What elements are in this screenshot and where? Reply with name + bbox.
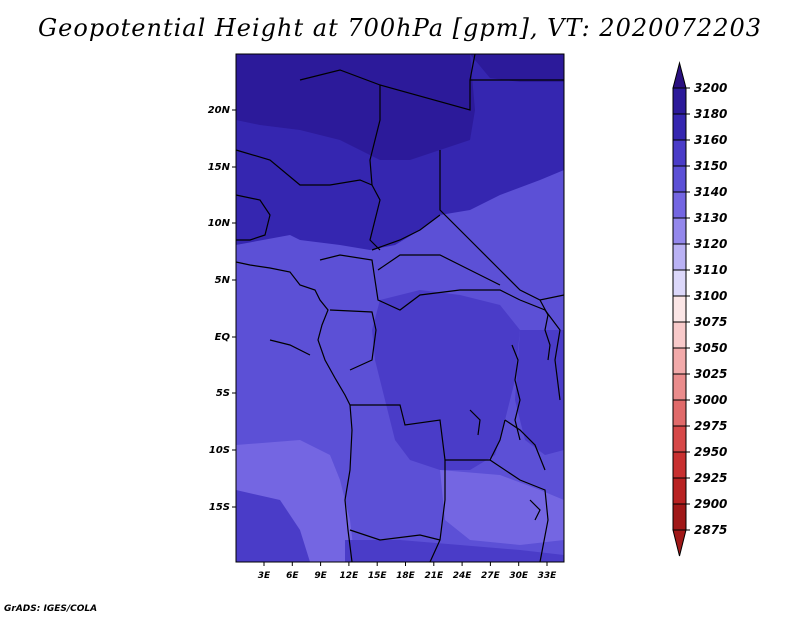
lon-tick-label: 9E (314, 571, 327, 581)
colorbar-label: 2875 (694, 523, 727, 537)
colorbar-swatch (672, 503, 687, 531)
colorbar-swatch (672, 347, 687, 375)
colorbar-label: 3150 (694, 159, 727, 173)
border-14 (235, 194, 271, 241)
lon-tick-label: 27E (481, 571, 501, 581)
border-17 (269, 339, 311, 356)
colorbar-label: 3140 (694, 185, 727, 199)
border-9 (329, 309, 377, 371)
lat-tick-label: 20N (208, 105, 231, 116)
lon-tick-label: 3E (258, 571, 271, 581)
lon-tick-label: 12E (340, 571, 360, 581)
border-7 (377, 254, 501, 286)
colorbar-label: 3180 (694, 107, 727, 121)
colorbar-swatch (672, 113, 687, 141)
colorbar-label: 2950 (694, 445, 727, 459)
border-16 (504, 419, 546, 471)
map-title: Geopotential Height at 700hPa [gpm], VT:… (38, 14, 762, 42)
field-east-3150 (515, 330, 564, 455)
field-sw-3150 (236, 490, 310, 562)
coastline-west (235, 261, 353, 563)
field-s-3130 (440, 470, 564, 545)
colorbar-swatch (672, 295, 687, 323)
border-1 (235, 149, 373, 186)
lat-tick-label: 10S (209, 445, 230, 456)
colorbar-label: 3025 (694, 367, 727, 381)
lat-tick-label: 5N (215, 275, 231, 286)
colorbar-swatch (672, 191, 687, 219)
colorbar-label: 3160 (694, 133, 727, 147)
colorbar-top-arrow (672, 61, 687, 89)
lon-tick-label: 24E (453, 571, 473, 581)
colorbar-swatch (672, 243, 687, 271)
contour-field (236, 54, 564, 562)
colorbar-label: 3100 (694, 289, 727, 303)
colorbar: 3200 3180 3160 3150 3140 3130 3120 3110 3100 3075… (672, 61, 727, 557)
lon-tick-label: 21E (424, 571, 444, 581)
colorbar-swatch (672, 217, 687, 245)
colorbar-swatch (672, 87, 687, 115)
coast-east-sea (539, 299, 551, 361)
border-12 (349, 529, 441, 541)
lat-tick-label: EQ (215, 332, 231, 343)
colorbar-label: 3050 (694, 341, 727, 355)
border-15 (519, 299, 561, 401)
colorbar-swatch (672, 451, 687, 479)
lat-tick-label: 15N (208, 162, 231, 173)
lon-tick-label: 18E (396, 571, 416, 581)
colorbar-label: 2975 (694, 419, 727, 433)
border-13 (489, 459, 549, 563)
lon-tick-label: 33E (538, 571, 558, 581)
longitude-axis: 3E 6E 9E 12E 15E 18E 21E 24E 27E 30E 33E (258, 562, 557, 581)
border-2 (299, 69, 381, 251)
lon-tick-label: 6E (286, 571, 299, 581)
colorbar-label: 3110 (694, 263, 727, 277)
colorbar-swatch (672, 477, 687, 505)
colorbar-label: 3075 (694, 315, 727, 329)
field-north-3180 (236, 54, 475, 160)
colorbar-swatch (672, 321, 687, 349)
border-11 (429, 460, 446, 563)
lon-tick-label: 30E (509, 571, 529, 581)
lat-tick-label: 10N (208, 218, 231, 229)
colorbar-swatch (672, 165, 687, 193)
colorbar-swatch (672, 269, 687, 297)
border-3 (379, 53, 476, 111)
footer-credit: GrADS: IGES/COLA (4, 604, 98, 614)
border-8 (319, 254, 521, 311)
colorbar-label: 3130 (694, 211, 727, 225)
colorbar-swatch (672, 425, 687, 453)
lon-tick-label: 15E (368, 571, 388, 581)
border-10 (350, 404, 506, 461)
map-frame (235, 53, 565, 563)
lat-tick-label: 15S (209, 502, 230, 513)
political-boundaries (235, 53, 565, 563)
border-6 (371, 214, 441, 251)
colorbar-label: 3000 (694, 393, 727, 407)
coastline-east-lake (511, 344, 521, 441)
colorbar-swatch (672, 139, 687, 167)
colorbar-label: 2925 (694, 471, 727, 485)
lat-tick-label: 5S (216, 388, 230, 399)
colorbar-swatch (672, 373, 687, 401)
lake-2 (529, 499, 541, 521)
field-nw-3140 (236, 235, 320, 280)
colorbar-label: 3200 (694, 81, 727, 95)
colorbar-label: 3120 (694, 237, 727, 251)
latitude-axis: 20N 15N 10N 5N EQ 5S 10S 15S (208, 105, 236, 513)
colorbar-bottom-arrow (672, 529, 687, 557)
field-north-3180-ne (470, 54, 564, 82)
colorbar-swatch (672, 399, 687, 427)
colorbar-label: 2900 (694, 497, 727, 511)
field-se-3150 (345, 540, 564, 562)
lake-1 (469, 409, 481, 436)
